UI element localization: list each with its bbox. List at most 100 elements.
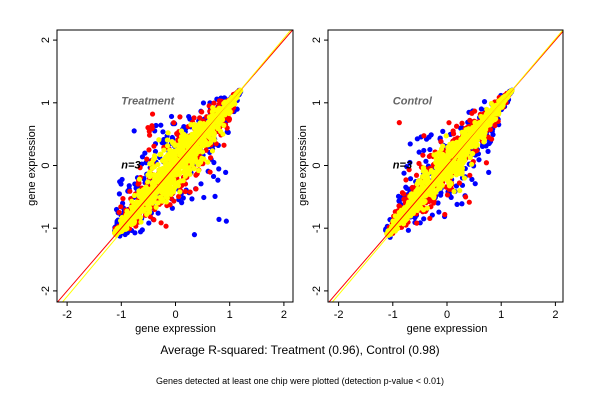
data-point bbox=[459, 165, 466, 171]
data-point bbox=[132, 230, 138, 236]
data-point bbox=[487, 126, 494, 133]
x-axis-label: gene expression bbox=[407, 323, 488, 335]
data-point bbox=[165, 130, 171, 136]
data-point bbox=[196, 125, 203, 132]
main-title: Average R-squared: Treatment (0.96), Con… bbox=[160, 343, 440, 357]
data-point bbox=[147, 205, 153, 211]
data-point bbox=[196, 167, 202, 174]
points bbox=[57, 30, 293, 302]
data-point bbox=[174, 148, 180, 154]
data-point bbox=[138, 219, 144, 225]
data-point bbox=[389, 224, 395, 231]
data-point bbox=[462, 137, 468, 144]
x-tick-label: -2 bbox=[62, 309, 72, 321]
y-tick-label: -1 bbox=[311, 223, 323, 233]
data-point bbox=[404, 216, 410, 222]
data-point bbox=[466, 199, 472, 205]
data-point bbox=[146, 132, 153, 138]
data-point bbox=[199, 109, 205, 115]
data-point bbox=[152, 148, 159, 155]
data-point bbox=[454, 146, 460, 152]
data-point bbox=[450, 128, 456, 134]
data-point bbox=[164, 143, 171, 149]
y-tick-label: 2 bbox=[311, 37, 323, 43]
data-point bbox=[470, 151, 476, 157]
data-point bbox=[158, 122, 164, 128]
data-point bbox=[129, 198, 135, 204]
panel-1: -2 -2 -1 -1 0 0 1 1 2 2 gene expression gene expres… bbox=[26, 29, 294, 335]
data-point bbox=[442, 211, 448, 218]
data-point bbox=[415, 178, 421, 184]
data-point bbox=[177, 114, 183, 120]
data-point bbox=[226, 115, 232, 122]
data-point bbox=[487, 122, 493, 128]
data-point bbox=[457, 187, 463, 194]
y-tick-label: -2 bbox=[40, 286, 52, 296]
data-point bbox=[445, 172, 451, 179]
data-point bbox=[141, 208, 147, 214]
data-point bbox=[451, 188, 457, 195]
data-point bbox=[118, 204, 124, 210]
data-point bbox=[421, 147, 427, 154]
data-point bbox=[458, 143, 464, 149]
data-point bbox=[193, 172, 199, 178]
data-point bbox=[191, 115, 197, 121]
panel-2: -2 -2 -1 -1 0 0 1 1 2 2 gene expression gene expres… bbox=[297, 29, 564, 335]
data-point bbox=[131, 128, 137, 134]
data-point bbox=[456, 180, 463, 186]
data-point bbox=[447, 153, 454, 159]
y-axis-label: gene expression bbox=[297, 125, 309, 206]
data-point bbox=[486, 169, 492, 175]
data-point bbox=[205, 159, 211, 165]
data-point bbox=[149, 111, 156, 117]
data-point bbox=[216, 166, 222, 172]
data-point bbox=[151, 172, 157, 178]
data-point bbox=[422, 177, 428, 183]
x-tick-label: 1 bbox=[498, 309, 504, 321]
data-point bbox=[116, 209, 122, 215]
data-point bbox=[403, 177, 409, 183]
x-axis-label: gene expression bbox=[135, 323, 216, 335]
data-point bbox=[461, 175, 468, 181]
data-point bbox=[440, 173, 446, 179]
data-point bbox=[401, 170, 407, 176]
data-point bbox=[207, 115, 214, 121]
data-point bbox=[163, 199, 169, 205]
data-point bbox=[177, 189, 183, 195]
data-point bbox=[196, 121, 202, 128]
data-point bbox=[486, 140, 492, 147]
data-point bbox=[183, 143, 190, 149]
data-point bbox=[151, 198, 157, 204]
data-point bbox=[483, 160, 490, 166]
data-point bbox=[481, 114, 487, 120]
data-point bbox=[178, 178, 184, 184]
data-point bbox=[476, 157, 482, 163]
reference-line bbox=[61, 30, 292, 302]
data-point bbox=[459, 120, 465, 126]
data-point bbox=[396, 120, 402, 126]
data-point bbox=[396, 203, 402, 209]
data-point bbox=[478, 106, 484, 112]
data-point bbox=[458, 125, 464, 131]
data-point bbox=[156, 137, 162, 143]
data-point bbox=[158, 220, 164, 226]
data-point bbox=[137, 214, 144, 221]
data-point bbox=[405, 199, 412, 205]
data-point bbox=[407, 159, 413, 166]
data-point bbox=[209, 148, 216, 154]
data-point bbox=[151, 164, 158, 170]
data-point bbox=[145, 179, 151, 185]
data-point bbox=[182, 188, 188, 195]
data-point bbox=[416, 149, 422, 155]
data-point bbox=[221, 142, 227, 148]
data-point bbox=[116, 191, 122, 197]
data-point bbox=[436, 209, 442, 215]
data-point bbox=[401, 196, 407, 202]
data-point bbox=[201, 194, 207, 201]
data-point bbox=[207, 155, 214, 161]
data-point bbox=[469, 161, 475, 167]
data-point bbox=[191, 165, 197, 172]
x-tick-label: 0 bbox=[444, 309, 450, 321]
data-point bbox=[470, 124, 476, 131]
